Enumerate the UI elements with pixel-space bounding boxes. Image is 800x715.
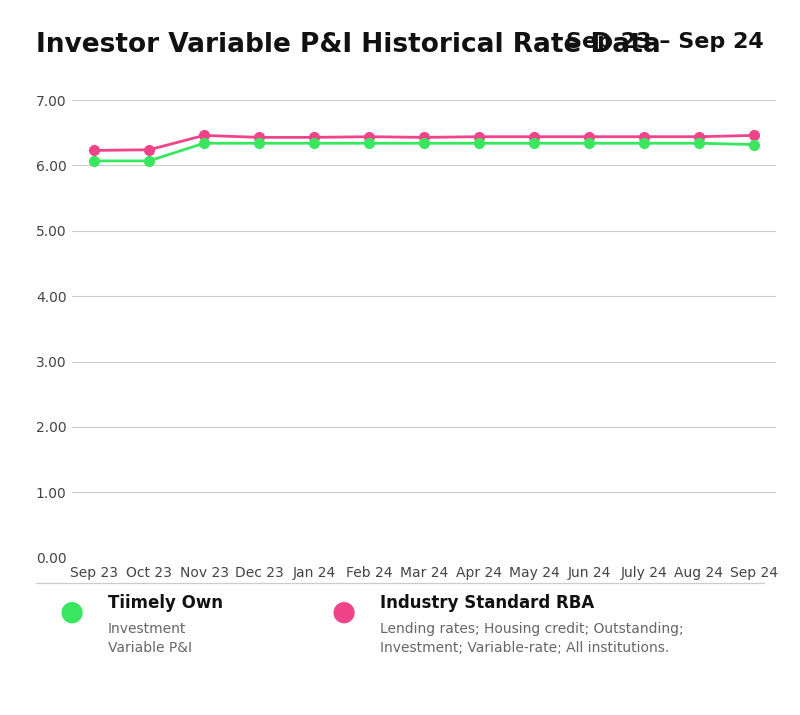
Text: Investor Variable P&I Historical Rate Data: Investor Variable P&I Historical Rate Da… [36, 32, 661, 58]
Text: ●: ● [332, 597, 356, 626]
Text: Industry Standard RBA: Industry Standard RBA [380, 593, 594, 612]
Text: Sep 23 – Sep 24: Sep 23 – Sep 24 [566, 32, 764, 52]
Text: Investment
Variable P&I: Investment Variable P&I [108, 622, 192, 655]
Text: Tiimely Own: Tiimely Own [108, 593, 223, 612]
Text: Lending rates; Housing credit; Outstanding;
Investment; Variable-rate; All insti: Lending rates; Housing credit; Outstandi… [380, 622, 684, 655]
Text: ●: ● [60, 597, 84, 626]
